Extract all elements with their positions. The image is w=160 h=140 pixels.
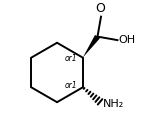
Text: OH: OH	[118, 35, 135, 45]
Polygon shape	[83, 35, 100, 58]
Text: or1: or1	[64, 54, 77, 63]
Text: or1: or1	[64, 81, 77, 90]
Text: O: O	[95, 2, 105, 15]
Text: NH₂: NH₂	[102, 99, 124, 109]
